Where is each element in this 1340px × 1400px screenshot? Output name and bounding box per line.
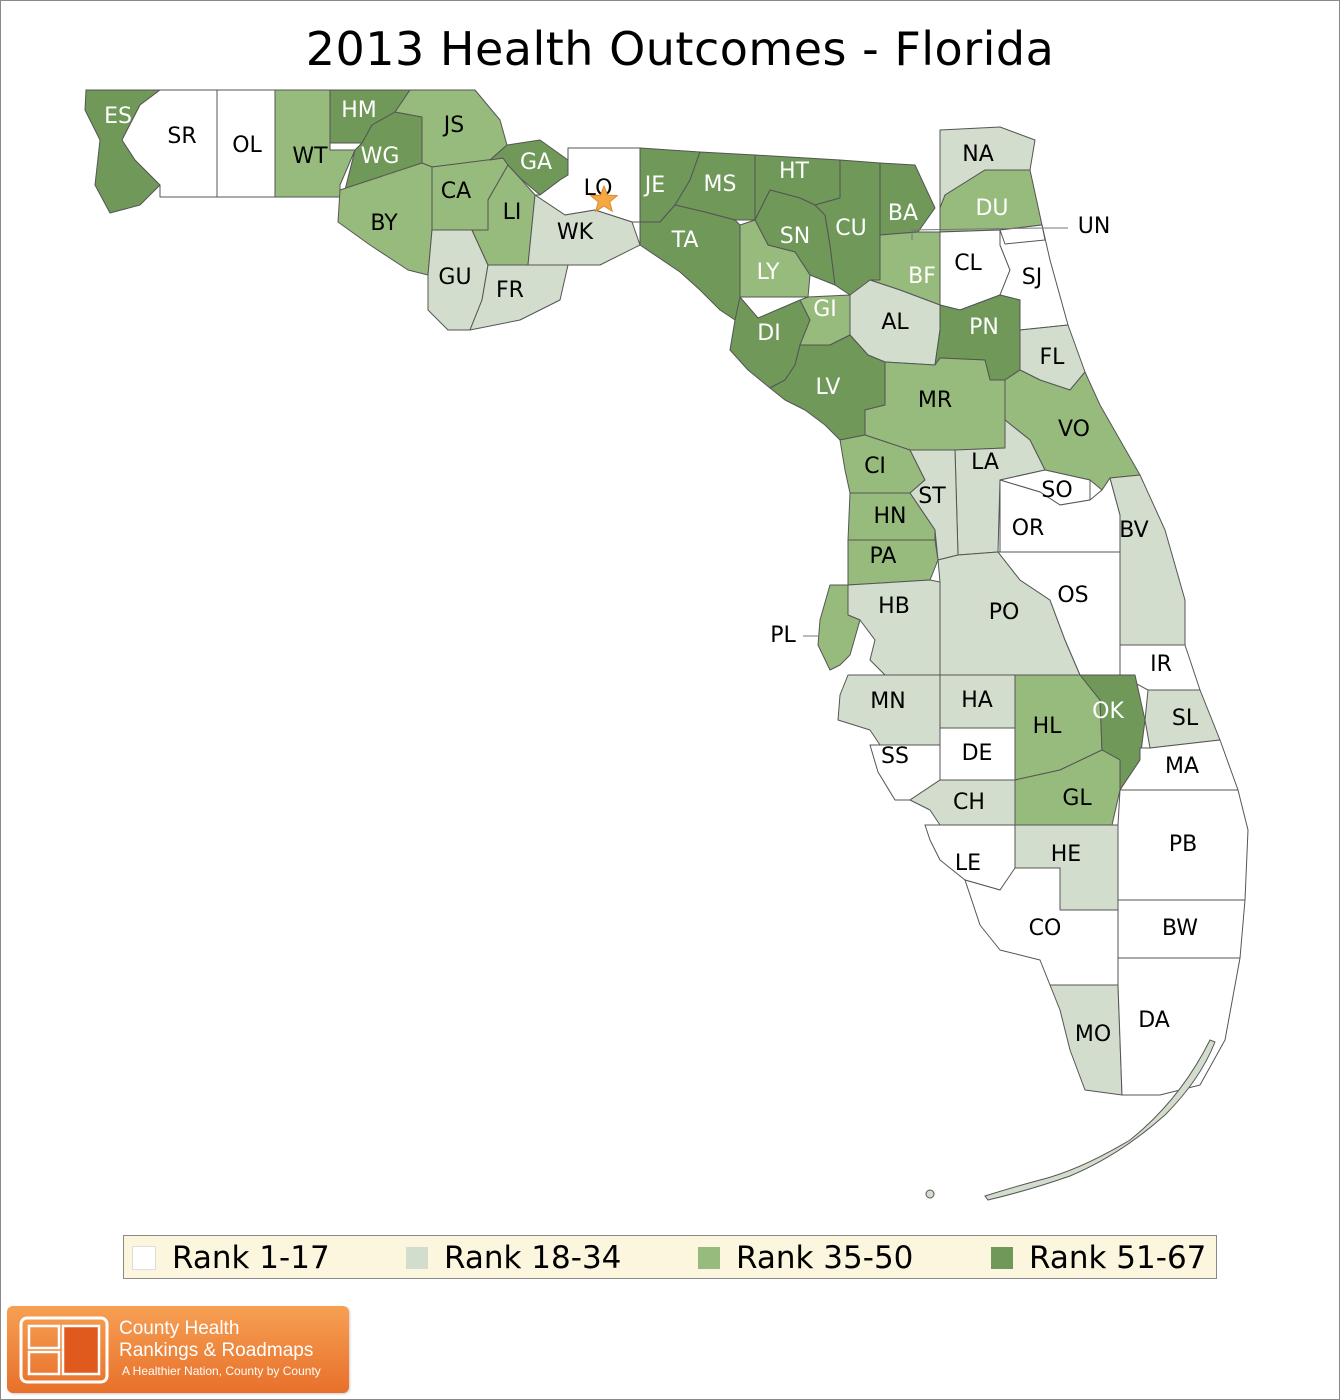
county-label-un: UN [1078,214,1111,239]
county-label-ok: OK [1092,699,1124,724]
county-label-co: CO [1029,916,1062,941]
county-label-os: OS [1057,583,1088,608]
county-label-po: PO [989,600,1020,625]
county-label-pb: PB [1169,832,1197,857]
county-label-ss: SS [881,744,909,769]
county-label-lv: LV [816,375,841,400]
county-label-sl: SL [1172,706,1199,731]
county-label-ms: MS [704,172,737,197]
county-label-ly: LY [757,260,780,285]
county-label-bw: BW [1162,916,1198,941]
logo-tagline: A Healthier Nation, County by County [122,1364,321,1378]
county-label-mr: MR [918,388,952,413]
legend-swatch-rank-35-50 [698,1247,720,1269]
legend-label: Rank 35-50 [736,1240,914,1276]
county-label-js: JS [442,113,464,138]
county-label-ha: HA [961,688,993,713]
county-label-na: NA [962,142,994,167]
county-label-ir: IR [1150,652,1172,677]
county-label-mo: MO [1075,1022,1111,1047]
county-label-ch: CH [953,790,985,815]
county-label-ca: CA [441,179,471,204]
logo-grid-icon [19,1316,109,1384]
legend-label: Rank 51-67 [1029,1240,1207,1276]
county-label-al: AL [881,310,909,335]
leader-line-un [911,227,1068,240]
map-title: 2013 Health Outcomes - Florida [305,22,1055,76]
legend: Rank 1-17 Rank 18-34 Rank 35-50 Rank 51-… [123,1235,1217,1279]
county-label-or: OR [1012,516,1045,541]
county-label-mn: MN [870,689,905,714]
county-label-by: BY [370,211,398,236]
county-pa[interactable] [847,539,939,586]
county-label-fr: FR [496,278,524,303]
county-un[interactable] [999,224,1046,245]
county-hn[interactable] [847,492,936,541]
county-label-wg: WG [361,144,400,169]
legend-item-rank-1-17: Rank 1-17 [132,1240,330,1276]
county-label-ga: GA [520,150,552,175]
county-label-le: LE [955,851,981,876]
county-label-ba: BA [888,201,918,226]
county-label-bf: BF [908,264,936,289]
county-bv[interactable] [1109,474,1186,646]
county-label-so: SO [1041,478,1072,503]
county-label-vo: VO [1058,417,1090,442]
county-label-hl: HL [1033,714,1063,739]
county-label-ta: TA [671,228,699,253]
county-label-sr: SR [167,124,196,149]
county-label-pn: PN [969,315,999,340]
county-label-ma: MA [1165,754,1199,779]
county-label-cl: CL [954,251,982,276]
county-label-gi: GI [813,297,837,322]
county-ly[interactable] [739,219,811,298]
county-label-la: LA [971,450,999,475]
county-label-da: DA [1138,1008,1170,1033]
county-pl[interactable] [817,584,861,671]
legend-swatch-rank-51-67 [991,1247,1013,1269]
county-label-st: ST [918,484,946,509]
county-label-cu: CU [835,216,866,241]
logo-title-line2: Rankings & Roadmaps [119,1340,314,1361]
county-health-rankings-logo[interactable]: County Health Rankings & Roadmaps A Heal… [7,1306,349,1393]
logo-title-line1: County Health [119,1318,240,1339]
county-da[interactable] [1117,957,1241,1096]
star-icon [589,184,619,213]
county-label-de: DE [962,741,993,766]
county-label-gl: GL [1062,786,1092,811]
county-ba[interactable] [879,162,936,236]
county-label-hm: HM [341,98,377,123]
county-label-hb: HB [878,594,910,619]
legend-label: Rank 18-34 [444,1240,622,1276]
county-label-je: JE [643,173,665,198]
county-label-du: DU [975,196,1008,221]
legend-item-rank-51-67: Rank 51-67 [991,1240,1207,1276]
legend-swatch-rank-1-17 [132,1246,156,1270]
county-label-sn: SN [780,224,810,249]
county-label-pl: PL [770,623,796,648]
county-label-hn: HN [874,504,907,529]
county-label-wt: WT [292,144,328,169]
county-label-di: DI [757,321,780,346]
legend-item-rank-18-34: Rank 18-34 [406,1240,622,1276]
florida-keys [984,1039,1216,1201]
county-label-bv: BV [1119,518,1148,543]
county-st[interactable] [909,449,959,561]
county-label-pa: PA [870,544,897,569]
county-label-li: LI [503,200,522,225]
county-label-wk: WK [557,220,594,245]
county-label-ol: OL [232,133,262,158]
county-label-he: HE [1051,842,1081,867]
legend-swatch-rank-18-34 [406,1247,428,1269]
county-label-ht: HT [779,159,810,184]
county-label-es: ES [104,104,132,129]
county-label-fl: FL [1040,345,1066,370]
county-label-sj: SJ [1022,265,1042,290]
dry-tortugas [925,1189,935,1199]
legend-label: Rank 1-17 [172,1240,330,1276]
legend-item-rank-35-50: Rank 35-50 [698,1240,914,1276]
county-label-gu: GU [438,265,471,290]
county-label-ci: CI [864,454,886,479]
